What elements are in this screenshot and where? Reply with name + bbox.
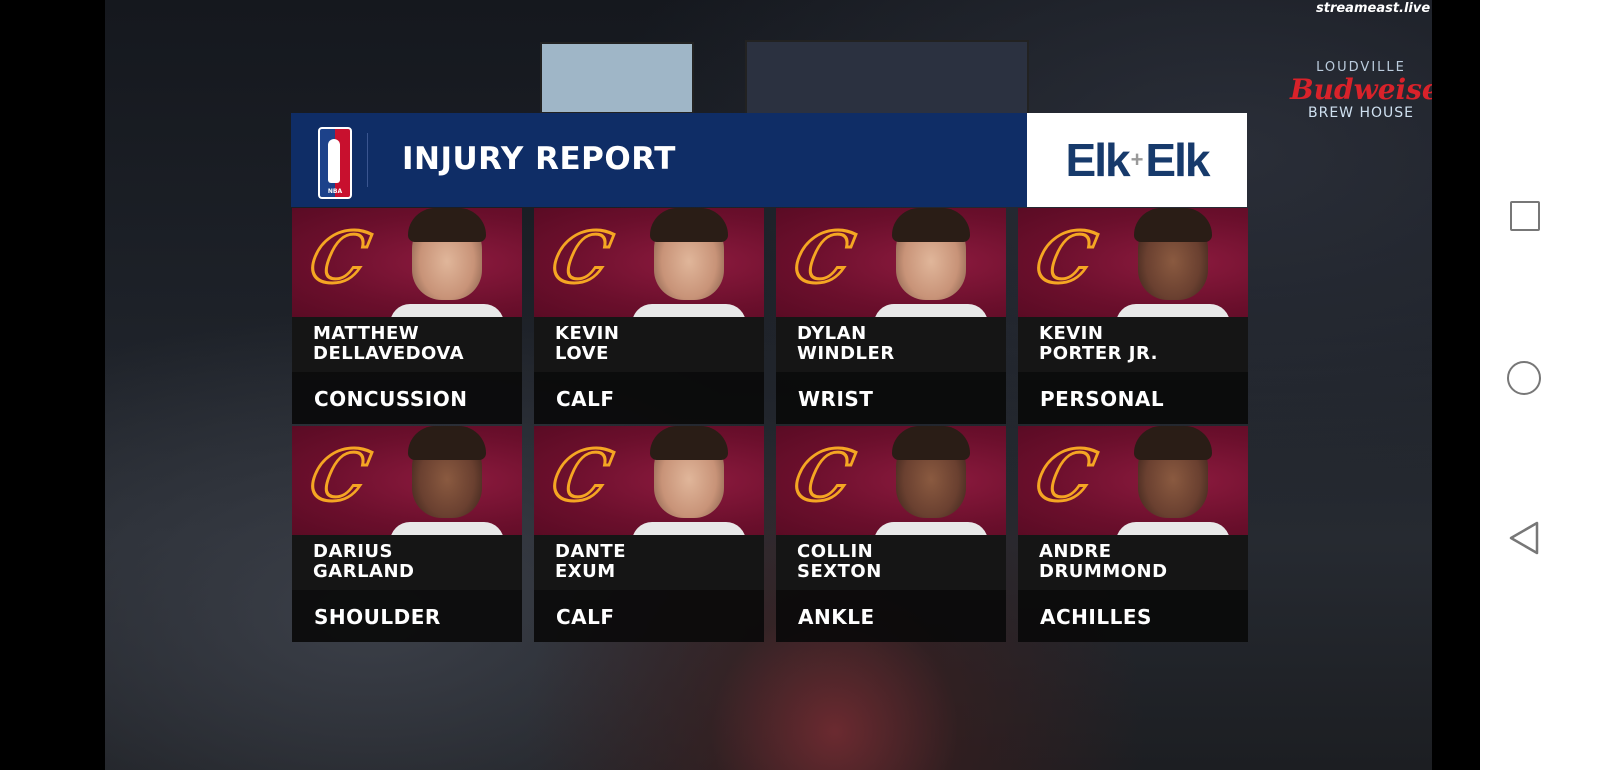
player-card: C KEVIN PORTER JR. PERSONAL bbox=[1018, 208, 1248, 424]
player-injury: CALF bbox=[534, 372, 764, 424]
sponsor-logo: Elk + Elk bbox=[1027, 113, 1247, 207]
injury-label: PERSONAL bbox=[1040, 387, 1165, 411]
nba-logo-icon: NBA bbox=[318, 127, 352, 199]
player-card: C DYLAN WINDLER WRIST bbox=[776, 208, 1006, 424]
player-first-name: DANTE bbox=[555, 541, 627, 562]
player-last-name: LOVE bbox=[555, 343, 609, 364]
player-card: C COLLIN SEXTON ANKLE bbox=[776, 426, 1006, 642]
player-jersey bbox=[1116, 522, 1230, 535]
android-navigation-bar bbox=[1480, 0, 1600, 770]
player-photo: C bbox=[534, 426, 764, 535]
cavaliers-logo-icon: C bbox=[544, 215, 620, 301]
arena-jumbotron bbox=[745, 40, 1029, 116]
player-jersey bbox=[1116, 304, 1230, 317]
player-first-name: MATTHEW bbox=[313, 323, 420, 344]
player-first-name: COLLIN bbox=[797, 541, 874, 562]
player-name: ANDRE DRUMMOND bbox=[1018, 535, 1248, 590]
cavaliers-logo-icon: C bbox=[786, 215, 862, 301]
recents-square-icon[interactable] bbox=[1510, 201, 1540, 231]
injury-label: CALF bbox=[556, 387, 615, 411]
player-hair bbox=[408, 426, 486, 460]
arena-sign-line2: Budweiser bbox=[1290, 73, 1432, 106]
arena-sign-line1: LOUDVILLE bbox=[1316, 60, 1406, 75]
player-first-name: KEVIN bbox=[555, 323, 620, 344]
player-injury: CONCUSSION bbox=[292, 372, 522, 424]
player-hair bbox=[650, 208, 728, 242]
player-photo: C bbox=[292, 208, 522, 317]
player-card: C DANTE EXUM CALF bbox=[534, 426, 764, 642]
player-injury: ANKLE bbox=[776, 590, 1006, 642]
cavaliers-logo-icon: C bbox=[302, 215, 378, 301]
player-last-name: WINDLER bbox=[797, 343, 895, 364]
player-name: KEVIN PORTER JR. bbox=[1018, 317, 1248, 372]
player-last-name: GARLAND bbox=[313, 561, 415, 582]
player-jersey bbox=[874, 522, 988, 535]
player-name: DARIUS GARLAND bbox=[292, 535, 522, 590]
back-triangle-icon[interactable] bbox=[1508, 521, 1540, 555]
player-photo: C bbox=[1018, 208, 1248, 317]
player-jersey bbox=[874, 304, 988, 317]
arena-sign: LOUDVILLE Budweiser BREW HOUSE bbox=[1290, 60, 1432, 121]
player-first-name: ANDRE bbox=[1039, 541, 1112, 562]
player-injury: WRIST bbox=[776, 372, 1006, 424]
injury-label: CALF bbox=[556, 605, 615, 629]
player-card: C DARIUS GARLAND SHOULDER bbox=[292, 426, 522, 642]
player-photo: C bbox=[776, 426, 1006, 535]
player-name: DYLAN WINDLER bbox=[776, 317, 1006, 372]
player-injury: CALF bbox=[534, 590, 764, 642]
cavaliers-logo-icon: C bbox=[302, 433, 378, 519]
player-last-name: EXUM bbox=[555, 561, 616, 582]
player-hair bbox=[892, 426, 970, 460]
cavaliers-logo-icon: C bbox=[544, 433, 620, 519]
player-injury: ACHILLES bbox=[1018, 590, 1248, 642]
player-last-name: PORTER JR. bbox=[1039, 343, 1158, 364]
player-photo: C bbox=[292, 426, 522, 535]
player-name: DANTE EXUM bbox=[534, 535, 764, 590]
player-photo: C bbox=[1018, 426, 1248, 535]
injury-label: ACHILLES bbox=[1040, 605, 1152, 629]
arena-sign-line3: BREW HOUSE bbox=[1308, 105, 1414, 121]
injury-label: CONCUSSION bbox=[314, 387, 468, 411]
player-last-name: DELLAVEDOVA bbox=[313, 343, 465, 364]
injury-label: SHOULDER bbox=[314, 605, 441, 629]
player-photo: C bbox=[534, 208, 764, 317]
player-first-name: KEVIN bbox=[1039, 323, 1104, 344]
player-jersey bbox=[390, 522, 504, 535]
player-hair bbox=[1134, 208, 1212, 242]
watermark: streameast.live bbox=[1316, 1, 1431, 16]
player-jersey bbox=[632, 522, 746, 535]
player-jersey bbox=[632, 304, 746, 317]
player-jersey bbox=[390, 304, 504, 317]
injury-report-header: NBA INJURY REPORT bbox=[291, 113, 1027, 207]
player-first-name: DYLAN bbox=[797, 323, 867, 344]
cavaliers-logo-icon: C bbox=[1028, 433, 1104, 519]
cavaliers-logo-icon: C bbox=[786, 433, 862, 519]
cavaliers-logo-icon: C bbox=[1028, 215, 1104, 301]
player-photo: C bbox=[776, 208, 1006, 317]
header-divider bbox=[367, 133, 368, 187]
player-card: C KEVIN LOVE CALF bbox=[534, 208, 764, 424]
player-card: C ANDRE DRUMMOND ACHILLES bbox=[1018, 426, 1248, 642]
page-title: INJURY REPORT bbox=[402, 141, 676, 177]
player-card: C MATTHEW DELLAVEDOVA CONCUSSION bbox=[292, 208, 522, 424]
player-hair bbox=[650, 426, 728, 460]
player-hair bbox=[1134, 426, 1212, 460]
injury-label: WRIST bbox=[798, 387, 874, 411]
home-circle-icon[interactable] bbox=[1507, 361, 1541, 395]
player-name: MATTHEW DELLAVEDOVA bbox=[292, 317, 522, 372]
player-first-name: DARIUS bbox=[313, 541, 394, 562]
player-last-name: DRUMMOND bbox=[1039, 561, 1168, 582]
arena-scoreboard bbox=[540, 42, 694, 114]
player-injury: SHOULDER bbox=[292, 590, 522, 642]
player-name: KEVIN LOVE bbox=[534, 317, 764, 372]
player-hair bbox=[408, 208, 486, 242]
player-hair bbox=[892, 208, 970, 242]
player-last-name: SEXTON bbox=[797, 561, 882, 582]
injury-label: ANKLE bbox=[798, 605, 875, 629]
player-injury: PERSONAL bbox=[1018, 372, 1248, 424]
player-name: COLLIN SEXTON bbox=[776, 535, 1006, 590]
